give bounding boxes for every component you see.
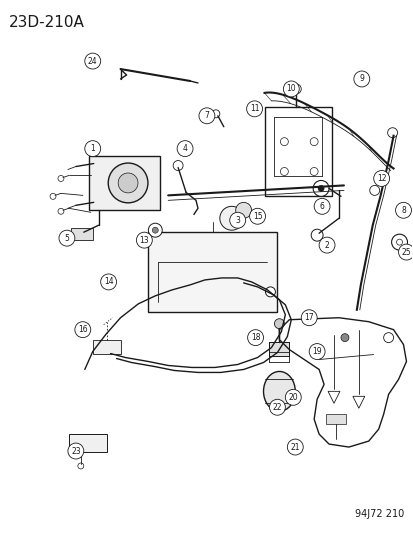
Text: 5: 5 [64,233,69,243]
Circle shape [211,110,219,118]
Text: 2: 2 [324,240,329,249]
Circle shape [318,237,334,253]
Bar [264,107,331,196]
Circle shape [247,330,263,345]
Text: 3: 3 [235,216,240,225]
Circle shape [50,193,56,199]
Circle shape [229,212,245,228]
Circle shape [246,101,262,117]
Bar [325,414,345,424]
Text: 94J72 210: 94J72 210 [354,508,404,519]
Text: 13: 13 [139,236,149,245]
Circle shape [282,81,299,97]
Bar [269,342,289,356]
Text: 22: 22 [272,403,282,412]
Circle shape [249,208,265,224]
Circle shape [285,389,301,405]
Bar [148,232,277,312]
Text: 20: 20 [288,393,297,402]
Text: 19: 19 [311,347,321,356]
Circle shape [396,239,401,245]
Text: 23D-210A: 23D-210A [9,15,85,30]
Circle shape [383,333,393,343]
Text: 21: 21 [290,442,299,451]
Circle shape [301,310,316,326]
Circle shape [136,232,152,248]
Circle shape [274,319,284,329]
Circle shape [398,244,413,260]
Text: 17: 17 [304,313,313,322]
Text: 16: 16 [78,325,88,334]
Circle shape [311,229,322,241]
Circle shape [280,167,287,175]
Text: 12: 12 [376,174,385,183]
Circle shape [78,463,83,469]
Circle shape [100,274,116,290]
Circle shape [108,163,147,203]
Bar [69,434,107,452]
Circle shape [353,71,369,87]
Circle shape [369,185,379,196]
Bar [71,228,93,240]
Text: 15: 15 [252,212,262,221]
Text: 8: 8 [400,206,405,215]
Circle shape [118,173,138,193]
Circle shape [58,208,64,214]
Text: 7: 7 [204,111,209,120]
Circle shape [373,171,389,187]
Text: 1: 1 [90,144,95,153]
Bar [93,340,120,353]
Circle shape [235,203,251,218]
Text: 11: 11 [249,104,259,114]
Text: 4: 4 [182,144,187,153]
Circle shape [309,167,317,175]
Circle shape [313,198,329,214]
Text: 24: 24 [88,56,97,66]
Circle shape [85,53,100,69]
Circle shape [265,287,275,297]
Circle shape [148,223,162,237]
Circle shape [287,439,302,455]
Text: 6: 6 [319,202,324,211]
Text: 23: 23 [71,447,81,456]
Circle shape [387,128,396,138]
Circle shape [309,138,317,146]
Circle shape [173,160,183,171]
Circle shape [199,108,214,124]
Text: 9: 9 [358,75,363,84]
Circle shape [58,175,64,181]
Circle shape [317,185,323,191]
Circle shape [309,344,324,360]
Bar [88,156,160,211]
Circle shape [85,141,100,157]
Ellipse shape [263,372,294,411]
Circle shape [391,234,406,250]
Circle shape [280,138,287,146]
Text: 25: 25 [401,247,410,256]
Text: 14: 14 [104,277,113,286]
Circle shape [340,334,348,342]
Circle shape [312,181,328,196]
Text: 10: 10 [286,84,295,93]
Circle shape [269,399,285,415]
Circle shape [219,206,243,230]
Circle shape [75,322,90,337]
Circle shape [68,443,83,459]
Circle shape [59,230,75,246]
Circle shape [177,141,192,157]
Circle shape [152,227,158,233]
Circle shape [291,84,301,94]
Circle shape [394,203,411,218]
Text: 18: 18 [250,333,260,342]
